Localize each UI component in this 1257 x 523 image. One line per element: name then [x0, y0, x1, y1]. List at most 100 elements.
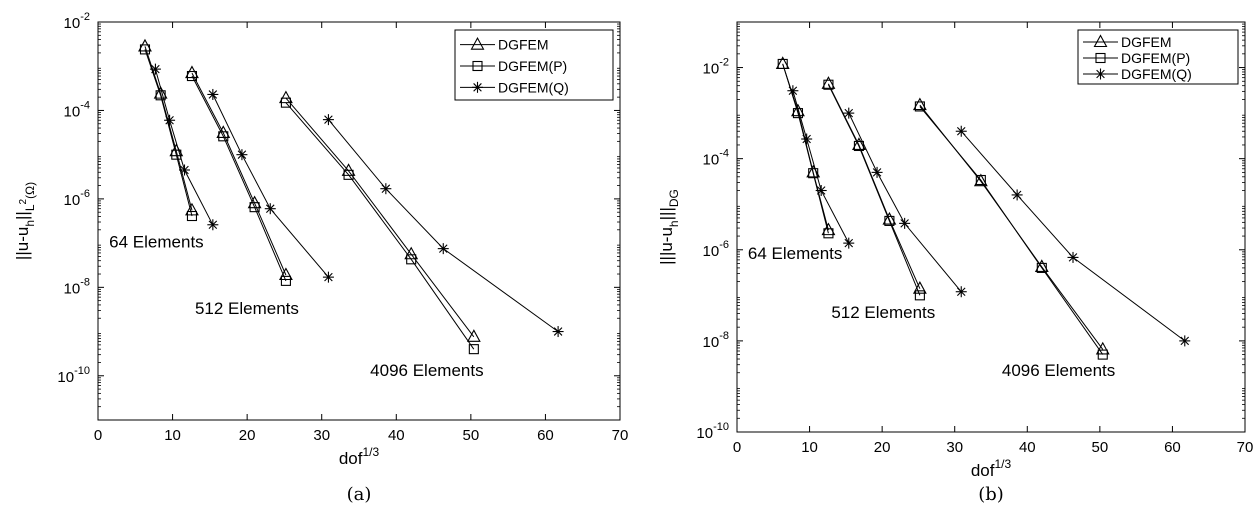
data-point-asterisk: [801, 133, 813, 145]
data-point-asterisk: [322, 271, 334, 283]
x-axis-label: dof1/3: [339, 445, 380, 468]
x-tick-label: 50: [1092, 439, 1109, 456]
legend-marker: [472, 81, 483, 93]
x-tick-label: 10: [801, 439, 818, 456]
data-point-asterisk: [437, 243, 449, 255]
chart-panel-a: 0 10 20 30 40 50 60 70 10-2 10-4 10-6 10-8 10-10 64 E…: [13, 11, 628, 505]
data-point-triangle: [912, 97, 927, 111]
data-point-square: [186, 210, 198, 222]
annotation-label: 4096 Elements: [1002, 361, 1115, 380]
y-tick-label: 10-10: [57, 365, 90, 386]
data-point-triangle: [882, 211, 897, 225]
data-point-square: [975, 174, 986, 186]
x-tick-label: 0: [733, 439, 741, 456]
data-point-triangle: [1034, 259, 1049, 272]
series-line: [827, 84, 921, 296]
data-point-asterisk: [552, 326, 564, 338]
data-point-square: [777, 58, 788, 69]
data-point-square: [914, 101, 925, 112]
legend-marker: [1093, 34, 1108, 48]
y-axis-label: |||u-uh|||DG: [657, 189, 681, 265]
y-tick-label: 10-10: [696, 421, 729, 442]
annotation-label: 64 Elements: [748, 244, 843, 263]
data-point-asterisk: [322, 114, 334, 126]
data-point-asterisk: [1179, 335, 1191, 347]
x-tick-label: 60: [537, 427, 554, 444]
data-point-asterisk: [815, 185, 827, 197]
data-point-square: [823, 79, 834, 90]
y-tick-label: 10-2: [703, 57, 729, 78]
y-tick-label: 10-4: [703, 148, 729, 169]
data-point-asterisk: [179, 164, 191, 176]
data-point-square: [218, 131, 229, 142]
series-line: [328, 119, 559, 333]
panel-caption: (b): [978, 484, 1004, 505]
data-point-asterisk: [1011, 189, 1023, 201]
x-tick-label: 70: [612, 427, 629, 444]
legend-entry: DGFEM: [1121, 34, 1172, 50]
series-line: [191, 72, 287, 276]
x-tick-label: 60: [1164, 439, 1181, 456]
legend-marker: [470, 37, 485, 50]
data-point-asterisk: [264, 203, 276, 215]
data-point-square: [155, 90, 166, 101]
data-point-square: [343, 169, 354, 180]
data-point-triangle: [153, 85, 168, 99]
legend-entry: DGFEM(Q): [1121, 66, 1192, 82]
data-point-square: [1036, 262, 1047, 273]
data-point-asterisk: [236, 149, 248, 161]
annotation-label: 64 Elements: [109, 232, 204, 251]
data-point-asterisk: [843, 107, 855, 119]
data-point-asterisk: [149, 63, 161, 75]
data-point-asterisk: [955, 125, 967, 137]
data-point-triangle: [821, 76, 836, 89]
y-tick-label: 10-8: [703, 330, 729, 351]
series-line: [848, 112, 962, 293]
data-point-square: [884, 215, 895, 226]
data-point-asterisk: [164, 114, 176, 126]
y-tick-label: 10-6: [64, 188, 90, 209]
x-axis-label: dof1/3: [971, 457, 1012, 480]
legend-marker: [472, 60, 483, 72]
series-line: [144, 46, 193, 211]
data-point-square: [280, 275, 291, 286]
data-point-square: [406, 254, 417, 265]
legend-box: [454, 29, 614, 101]
chart-panel-b: 0 10 20 30 40 50 60 70 10-2 10-4 10-6 10-8 10-10 64 E…: [657, 21, 1254, 505]
y-tick-label: 10-2: [64, 11, 90, 32]
annotation-label: 512 Elements: [831, 303, 935, 322]
plot-frame: [736, 21, 1246, 433]
x-tick-label: 50: [463, 427, 480, 444]
series-line: [212, 94, 329, 278]
data-point-square: [249, 202, 260, 213]
data-point-square: [1097, 349, 1108, 360]
y-tick-label: 10-4: [64, 99, 90, 120]
series-line: [191, 75, 287, 282]
data-point-triangle: [791, 103, 805, 117]
data-point-asterisk: [1067, 251, 1079, 263]
data-point-square: [186, 70, 198, 82]
data-point-asterisk: [207, 88, 219, 100]
data-point-square: [808, 168, 819, 179]
data-point-triangle: [278, 90, 293, 104]
legend-marker: [1095, 52, 1106, 64]
x-tick-label: 40: [388, 427, 405, 444]
data-point-asterisk: [871, 166, 883, 178]
series-line: [285, 102, 475, 350]
y-axis-label: ||u-uh||L2(Ω): [13, 182, 37, 260]
data-point-square: [914, 290, 925, 301]
series-line: [960, 130, 1186, 342]
series-line: [154, 68, 214, 226]
legend-entry: DGFEM(P): [1121, 50, 1190, 66]
data-point-triangle: [973, 173, 988, 187]
x-tick-label: 10: [164, 427, 181, 444]
x-tick-label: 30: [946, 439, 963, 456]
data-point-square: [823, 228, 834, 239]
x-tick-label: 0: [94, 427, 102, 444]
legend: DGFEM DGFEM(P) DGFEM(Q): [454, 29, 614, 101]
data-point-asterisk: [207, 219, 219, 231]
annotation-label: 4096 Elements: [370, 361, 483, 380]
x-tick-label: 70: [1237, 439, 1254, 456]
y-tick-label: 10-8: [64, 276, 90, 297]
